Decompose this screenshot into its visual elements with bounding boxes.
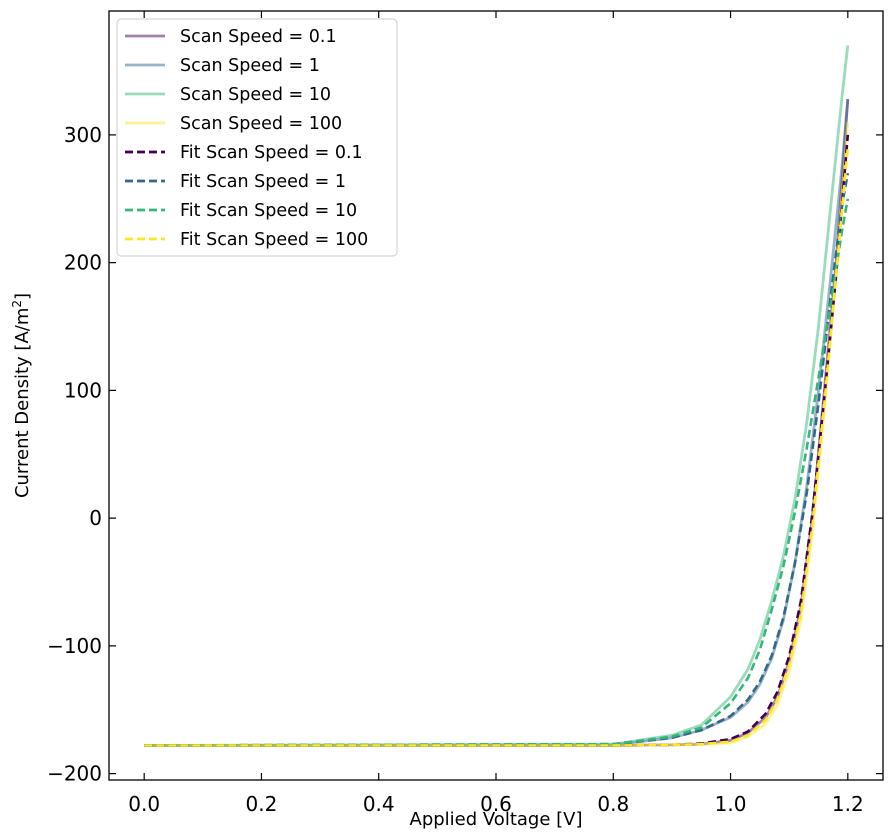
x-tick-label: 0.6 [480, 792, 512, 816]
series-line-3 [144, 45, 850, 747]
x-tick-label: 0.2 [246, 792, 278, 816]
legend-entry-label: Fit Scan Speed = 10 [180, 201, 357, 221]
legend-entry-label: Scan Speed = 100 [180, 114, 342, 134]
legend-entry-label: Fit Scan Speed = 1 [180, 172, 346, 192]
x-tick-label: 0.0 [128, 792, 160, 816]
x-tick-label: 1.0 [715, 792, 747, 816]
legend-entry-label: Scan Speed = 10 [180, 85, 331, 105]
y-axis-label-sup: 2 [10, 300, 24, 308]
x-tick-label: 0.4 [363, 792, 395, 816]
legend-box [116, 18, 398, 257]
y-tick-label: 100 [64, 378, 102, 402]
series-lines [144, 45, 850, 747]
x-tick-label: 1.2 [832, 792, 864, 816]
legend: Scan Speed = 0.1 Scan Speed = 1 Scan Speed… [116, 18, 398, 257]
y-axis-label: Current Density [A/m2] [10, 293, 33, 498]
x-axis-label: Applied Voltage [V] [410, 809, 583, 830]
legend-entry-label: Scan Speed = 0.1 [180, 27, 337, 47]
y-tick-label: 200 [64, 251, 102, 275]
x-tick-label: 0.8 [597, 792, 629, 816]
legend-entry-label: Fit Scan Speed = 100 [180, 230, 368, 250]
axis-ticks: 0.0 0.2 0.4 0.6 0.8 1.0 1.2 −200 −100 0 100 200 300 [47, 11, 883, 816]
legend-entry-label: Fit Scan Speed = 0.1 [180, 143, 363, 163]
legend-entry-label: Scan Speed = 1 [180, 56, 320, 76]
series-line-7 [144, 198, 850, 747]
y-tick-label: −100 [47, 634, 102, 658]
y-tick-label: 0 [89, 506, 102, 530]
series-line-6 [144, 172, 850, 747]
y-tick-label: 300 [64, 123, 102, 147]
y-tick-label: −200 [47, 762, 102, 786]
y-axis-label-end: ] [12, 293, 33, 300]
series-line-8 [144, 147, 850, 747]
y-axis-label-main: Current Density [A/m [12, 308, 33, 498]
